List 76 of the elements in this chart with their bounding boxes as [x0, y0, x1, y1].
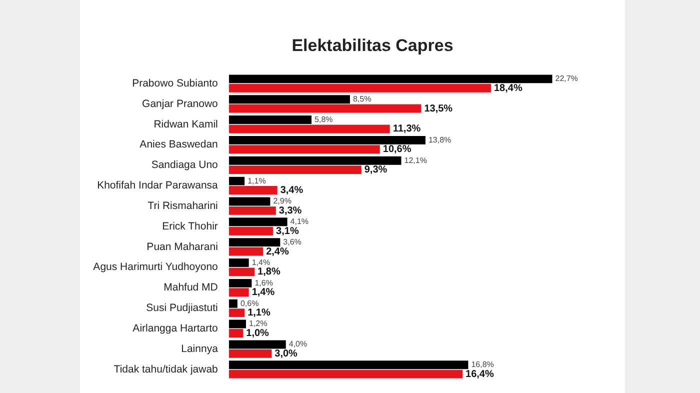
- bar: [228, 299, 238, 308]
- data-label: 16,8%: [471, 360, 494, 370]
- y-tick-label: Khofifah Indar Parawansa: [97, 180, 218, 192]
- data-label: 3,6%: [283, 238, 302, 247]
- y-tick-label: Erick Thohir: [162, 220, 218, 232]
- bar: [228, 278, 252, 288]
- data-label: 3,3%: [278, 205, 302, 216]
- bar: [228, 329, 244, 338]
- data-label: 1,4%: [252, 287, 275, 298]
- data-label: 18,4%: [494, 82, 522, 94]
- y-tick-label: Anies Baswedan: [140, 138, 218, 151]
- bar: [228, 116, 312, 124]
- bar: [228, 360, 468, 370]
- y-tick-label: Prabowo Subianto: [132, 77, 218, 90]
- data-label: 1,2%: [248, 319, 268, 328]
- bar: [228, 186, 278, 194]
- bar: [228, 136, 426, 144]
- bar: [228, 145, 380, 154]
- bar: [228, 218, 288, 226]
- data-label: 5,8%: [314, 114, 333, 124]
- data-label: 3,0%: [274, 348, 298, 360]
- data-label: 0,6%: [240, 298, 259, 308]
- data-label: 9,3%: [364, 164, 388, 176]
- data-label: 4,1%: [290, 217, 309, 226]
- data-label: 4,0%: [288, 340, 308, 349]
- bar: [228, 238, 280, 247]
- bar: [228, 156, 402, 165]
- data-label: 16,4%: [466, 368, 494, 380]
- bar: [228, 340, 286, 349]
- data-label: 11,3%: [392, 124, 421, 135]
- data-label: 10,6%: [382, 144, 412, 156]
- y-tick-label: Tri Rismaharini: [148, 200, 218, 212]
- data-label: 8,5%: [352, 94, 372, 104]
- data-label: 3,4%: [280, 184, 304, 196]
- bar: [228, 124, 390, 134]
- data-label: 13,5%: [424, 103, 453, 114]
- data-label: 2,9%: [273, 196, 292, 206]
- bar: [228, 226, 274, 236]
- bar: [228, 166, 362, 174]
- data-label: 12,1%: [404, 156, 427, 165]
- bar: [228, 176, 245, 186]
- chart-title: Elektabilitas Capres: [290, 36, 454, 56]
- y-tick-label: Mahfud MD: [164, 282, 218, 294]
- bar: [228, 247, 264, 256]
- data-label: 1,6%: [254, 278, 273, 288]
- data-label: 1,8%: [258, 266, 280, 278]
- bar: [228, 288, 249, 297]
- bar: [228, 84, 491, 92]
- data-label: 1,4%: [252, 258, 270, 267]
- bar: [228, 268, 255, 276]
- data-label: 13,8%: [428, 135, 452, 144]
- bar: [228, 206, 276, 215]
- bar: [228, 349, 272, 358]
- data-label: 1,0%: [246, 328, 270, 339]
- y-tick-label: Agus Harimurti Yudhoyono: [93, 261, 218, 274]
- y-tick-label: Sandiaga Uno: [151, 159, 218, 172]
- data-label: 2,4%: [266, 246, 289, 258]
- data-label: 3,1%: [276, 226, 299, 237]
- bar: [228, 320, 246, 328]
- y-tick-label: Puan Maharani: [146, 240, 218, 253]
- y-tick-label: Ridwan Kamil: [154, 118, 218, 130]
- bar: [228, 104, 422, 113]
- bar: [228, 74, 552, 84]
- y-tick-label: Ganjar Pranowo: [142, 98, 218, 110]
- data-label: 1,1%: [248, 176, 266, 186]
- bar: [228, 308, 245, 318]
- data-label: 1,1%: [248, 308, 270, 319]
- y-tick-label: Tidak tahu/tidak jawab: [114, 363, 218, 376]
- bar: [228, 197, 270, 206]
- bar: [228, 95, 350, 104]
- bar: [228, 258, 249, 267]
- bar: [228, 370, 463, 378]
- y-tick-label: Lainnya: [181, 342, 218, 355]
- data-label: 22,7%: [555, 74, 578, 84]
- y-tick-label: Susi Pudjiastuti: [146, 302, 218, 314]
- y-tick-label: Airlangga Hartarto: [132, 322, 218, 335]
